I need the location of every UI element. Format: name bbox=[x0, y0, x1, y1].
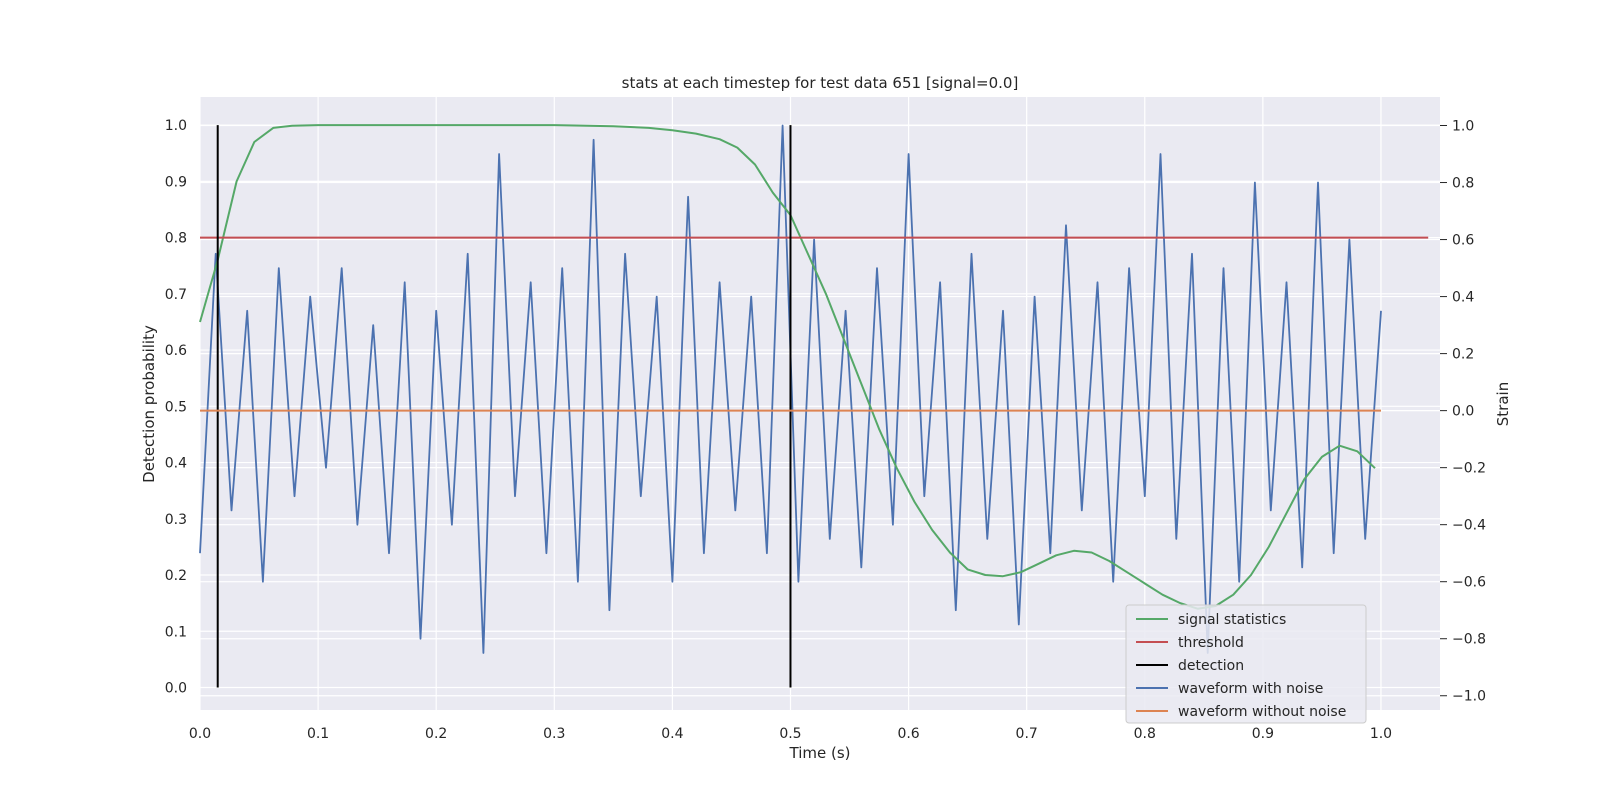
x-tick-label: 0.3 bbox=[543, 726, 565, 742]
legend: signal statistics threshold detection wavef… bbox=[1125, 604, 1367, 724]
x-tick-label: 0.2 bbox=[425, 726, 447, 742]
y-axis-left: 0.0 0.1 0.2 0.3 0.4 0.5 0.6 0.7 0.8 0.9 1.0 bbox=[165, 118, 187, 696]
x-tick-label: 0.6 bbox=[897, 726, 919, 742]
y-tick-label: 0.7 bbox=[165, 287, 187, 303]
x-tick-label: 0.5 bbox=[779, 726, 801, 742]
x-tick-label: 1.0 bbox=[1370, 726, 1392, 742]
x-tick-label: 0.4 bbox=[661, 726, 683, 742]
y2-tick-label: −0.2 bbox=[1452, 461, 1486, 477]
series-layer bbox=[199, 124, 1429, 688]
y2-tick-label: 0.4 bbox=[1452, 290, 1474, 306]
legend-label: detection bbox=[1178, 658, 1244, 674]
y-tick-label: 0.9 bbox=[165, 174, 187, 190]
legend-label: threshold bbox=[1178, 635, 1244, 651]
y-tick-label: 0.8 bbox=[165, 231, 187, 247]
legend-label: signal statistics bbox=[1178, 612, 1286, 628]
y-axis-label: Detection probability bbox=[140, 325, 158, 483]
signal-statistics-line bbox=[199, 124, 1376, 610]
y-tick-label: 0.4 bbox=[165, 456, 187, 472]
y-axis-right: −1.0 −0.8 −0.6 −0.4 −0.2 0.0 0.2 0.4 0.6 0.8 1.0 bbox=[1440, 119, 1486, 705]
y-tick-label: 0.6 bbox=[165, 343, 187, 359]
x-tick-label: 0.8 bbox=[1134, 726, 1156, 742]
legend-label: waveform with noise bbox=[1178, 681, 1323, 697]
x-axis-label: Time (s) bbox=[789, 744, 851, 762]
y2-tick-label: 0.6 bbox=[1452, 233, 1474, 249]
x-tick-label: 0.1 bbox=[307, 726, 329, 742]
x-tick-label: 0.9 bbox=[1252, 726, 1274, 742]
y-tick-label: 0.0 bbox=[165, 681, 187, 697]
y-tick-label: 0.1 bbox=[165, 624, 187, 640]
y2-tick-label: −0.8 bbox=[1452, 632, 1486, 648]
y2-axis-label: Strain bbox=[1494, 382, 1512, 426]
y2-tick-label: 1.0 bbox=[1452, 119, 1474, 135]
y-tick-label: 0.2 bbox=[165, 568, 187, 584]
y2-tick-label: −0.4 bbox=[1452, 518, 1486, 534]
x-tick-label: 0.0 bbox=[189, 726, 211, 742]
chart-title: stats at each timestep for test data 651… bbox=[622, 74, 1019, 92]
x-tick-label: 0.7 bbox=[1016, 726, 1038, 742]
y2-tick-label: −0.6 bbox=[1452, 575, 1486, 591]
y2-tick-label: −1.0 bbox=[1452, 689, 1486, 705]
y-tick-label: 0.3 bbox=[165, 512, 187, 528]
legend-label: waveform without noise bbox=[1178, 704, 1346, 720]
y2-tick-label: 0.2 bbox=[1452, 347, 1474, 363]
y-tick-label: 1.0 bbox=[165, 118, 187, 134]
y2-tick-label: 0.8 bbox=[1452, 176, 1474, 192]
x-axis: 0.0 0.1 0.2 0.3 0.4 0.5 0.6 0.7 0.8 0.9 1.0 bbox=[189, 726, 1392, 742]
legend-box bbox=[1125, 604, 1367, 724]
y-tick-label: 0.5 bbox=[165, 399, 187, 415]
y2-tick-label: 0.0 bbox=[1452, 404, 1474, 420]
